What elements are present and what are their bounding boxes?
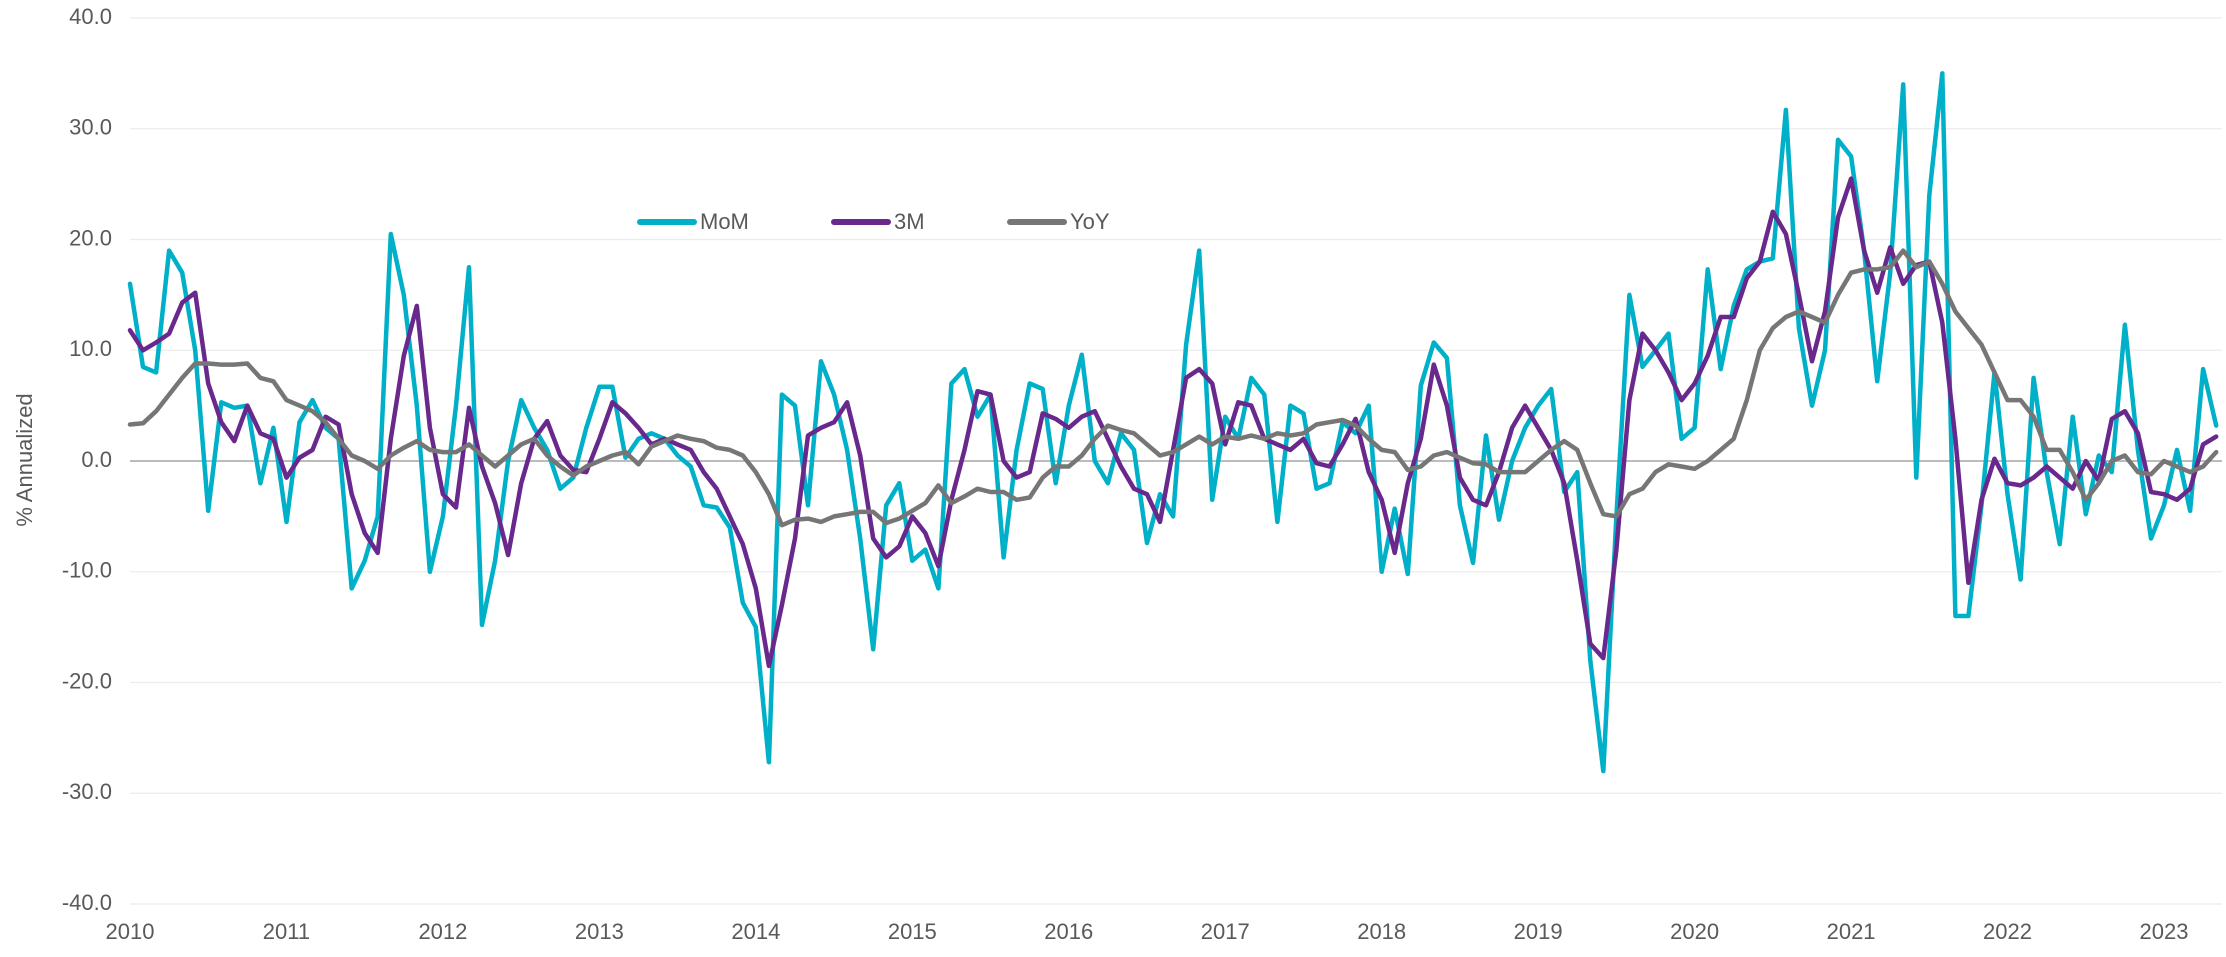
series-line [127, 248, 2219, 528]
x-tick-label: 2023 [2140, 919, 2189, 944]
x-tick-label: 2020 [1670, 919, 1719, 944]
y-tick-label: 0.0 [81, 447, 112, 472]
y-tick-label: 10.0 [69, 336, 112, 361]
x-tick-label: 2016 [1044, 919, 1093, 944]
x-tick-label: 2019 [1514, 919, 1563, 944]
y-tick-label: -20.0 [62, 668, 112, 693]
y-tick-label: 40.0 [69, 4, 112, 29]
x-tick-label: 2015 [888, 919, 937, 944]
y-tick-label: 30.0 [69, 115, 112, 140]
x-tick-label: 2018 [1357, 919, 1406, 944]
legend-label: 3M [894, 209, 925, 234]
x-tick-label: 2012 [418, 919, 467, 944]
legend-label: MoM [700, 209, 749, 234]
y-axis-label: % Annualized [12, 393, 37, 526]
legend-item: 3M [831, 209, 925, 234]
y-tick-label: -30.0 [62, 779, 112, 804]
y-tick-label: -40.0 [62, 890, 112, 915]
legend-item: YoY [1007, 209, 1110, 234]
legend-label: YoY [1070, 209, 1110, 234]
y-tick-label: -10.0 [62, 558, 112, 583]
series-line [127, 71, 2219, 774]
x-tick-label: 2010 [106, 919, 155, 944]
x-tick-label: 2011 [263, 919, 310, 944]
x-tick-label: 2013 [575, 919, 624, 944]
x-tick-label: 2022 [1983, 919, 2032, 944]
x-tick-label: 2017 [1201, 919, 1250, 944]
legend-item: MoM [637, 209, 749, 234]
x-tick-label: 2014 [731, 919, 780, 944]
y-tick-label: 20.0 [69, 225, 112, 250]
x-tick-label: 2021 [1827, 919, 1876, 944]
